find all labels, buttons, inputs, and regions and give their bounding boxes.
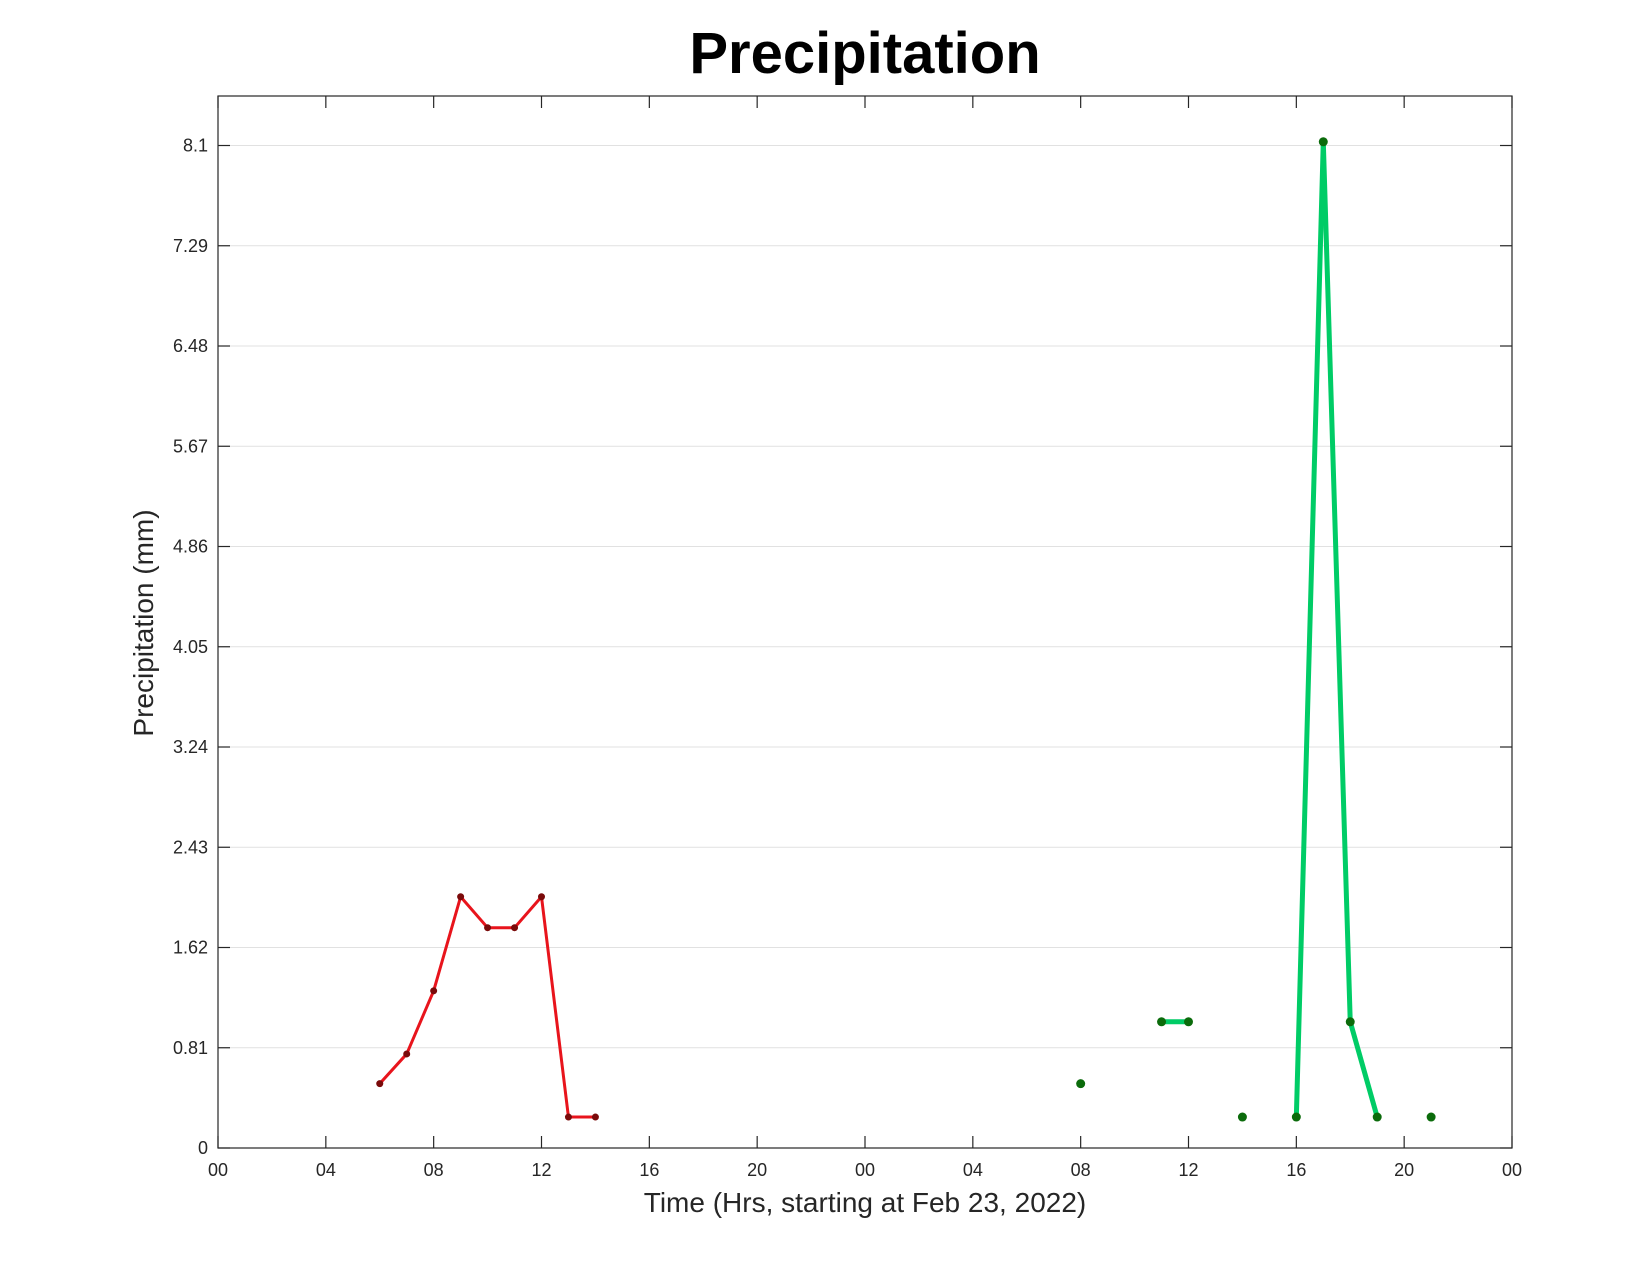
x-axis-label: Time (Hrs, starting at Feb 23, 2022): [644, 1187, 1086, 1218]
y-tick-label: 6.48: [173, 336, 208, 356]
series-2-point: [1237, 1112, 1247, 1122]
y-tick-label: 2.43: [173, 837, 208, 857]
series-1-point: [511, 924, 519, 932]
series-1-point: [430, 987, 438, 995]
x-tick-label: 20: [747, 1160, 767, 1180]
series-2-point: [1345, 1017, 1355, 1027]
y-tick-label: 1.62: [173, 938, 208, 958]
x-tick-label: 16: [639, 1160, 659, 1180]
x-tick-label: 12: [1178, 1160, 1198, 1180]
x-tick-label: 08: [424, 1160, 444, 1180]
series-1-point: [403, 1050, 411, 1058]
x-tick-label: 12: [531, 1160, 551, 1180]
plot-area: 0 0.81 1.62 2.43 3.24 4.05 4.86 5.67 6.48 7.29 8.1…: [173, 95, 1522, 1180]
series-2-line-segment: [1347, 1019, 1380, 1120]
series-2-point: [1157, 1017, 1167, 1027]
x-tick-label: 00: [855, 1160, 875, 1180]
series-2-point: [1372, 1112, 1382, 1122]
y-tick-label: 0: [198, 1138, 208, 1158]
x-tick-label: 20: [1394, 1160, 1414, 1180]
series-1-point: [564, 1113, 572, 1121]
y-tick-label: 5.67: [173, 436, 208, 456]
y-tick-label: 3.24: [173, 737, 208, 757]
series-1-point: [538, 893, 545, 901]
series-1-point: [484, 924, 492, 932]
series-2-point: [1291, 1112, 1301, 1122]
x-tick-label: 00: [1502, 1160, 1522, 1180]
y-axis-label: Precipitation (mm): [128, 509, 159, 736]
series-1-point: [376, 1080, 384, 1088]
y-tick-label: 4.86: [173, 537, 208, 557]
series-1-point: [591, 1113, 599, 1121]
series-2-line-segment: [1293, 139, 1326, 1120]
x-tick-label: 04: [963, 1160, 983, 1180]
y-tick-label: 8.1: [183, 136, 208, 156]
series-2-point: [1076, 1079, 1086, 1089]
series-2-line-segment: [1320, 139, 1353, 1025]
x-tick-label: 16: [1286, 1160, 1306, 1180]
x-tick-label: 04: [316, 1160, 336, 1180]
chart-title: Precipitation: [689, 21, 1040, 86]
series-2-point: [1426, 1112, 1436, 1122]
series-2-point: [1184, 1017, 1193, 1027]
y-tick-label: 7.29: [173, 236, 208, 256]
x-tick-label: 08: [1071, 1160, 1091, 1180]
series-1-point: [457, 893, 465, 901]
y-tick-label: 4.05: [173, 637, 208, 657]
y-tick-label: 0.81: [173, 1038, 208, 1058]
x-tick-label: 00: [208, 1160, 228, 1180]
series-2-point: [1318, 137, 1328, 147]
